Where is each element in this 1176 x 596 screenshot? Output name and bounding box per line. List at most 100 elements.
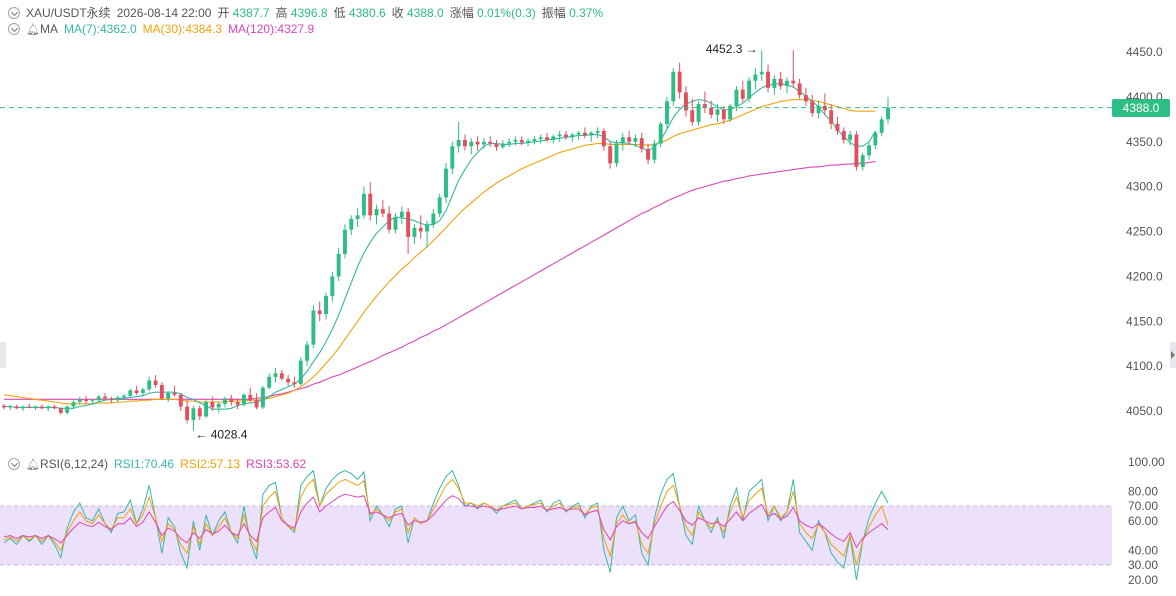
close-value: 4388.0 — [406, 6, 444, 20]
candle — [848, 130, 853, 146]
expand-left-handle[interactable] — [0, 342, 6, 368]
ma120-line — [4, 160, 876, 400]
candle — [488, 136, 493, 148]
candle-body — [273, 373, 278, 377]
rsi-legend: 🔔︎RSI(6,12,24) RSI1:70.46 RSI2:57.13 RSI… — [8, 457, 306, 471]
candle — [791, 50, 796, 88]
candle — [507, 138, 512, 148]
y-axis-labels: 4450.04400.04350.04300.04250.04200.04150… — [1126, 45, 1165, 587]
candle-body — [608, 146, 613, 164]
candle-body — [652, 143, 657, 160]
price-tick-label: 4250.0 — [1126, 225, 1163, 239]
candle-body — [462, 139, 467, 147]
candle — [797, 78, 802, 99]
candle — [191, 405, 196, 431]
candle — [172, 385, 177, 397]
chevron-icon[interactable] — [8, 458, 20, 470]
rsi-tick-label: 100.00 — [1128, 455, 1165, 469]
candle — [475, 136, 480, 151]
candle — [564, 130, 568, 140]
candle-body — [576, 132, 581, 135]
candle-body — [128, 390, 133, 396]
candle-body — [216, 403, 221, 408]
high-annotation: 4452.3 → — [706, 42, 758, 56]
expand-right-handle[interactable] — [1170, 342, 1176, 368]
rsi-overbought-oversold-band — [0, 506, 1112, 565]
candle-body — [538, 137, 543, 140]
candle-body — [469, 141, 474, 147]
rsi-label[interactable]: RSI(6,12,24) — [39, 457, 109, 471]
symbol-label[interactable]: XAU/USDT永续 — [26, 6, 111, 20]
rsi3-legend: RSI3:53.62 — [246, 457, 307, 471]
candle-body — [785, 80, 789, 87]
candle-body — [835, 123, 840, 131]
ma-label[interactable]: MA — [39, 22, 58, 36]
bell-icon[interactable]: 🔔︎ — [26, 24, 40, 36]
candle-body — [77, 399, 82, 403]
candle-body — [254, 400, 259, 408]
candle-body — [526, 140, 531, 143]
candle — [286, 375, 291, 386]
candle-body — [709, 107, 714, 115]
datetime-label: 2026-08-14 22:00 — [116, 5, 212, 20]
candle-body — [311, 310, 316, 345]
candle-body — [58, 408, 63, 413]
candle — [841, 127, 846, 144]
candle-body — [437, 197, 442, 214]
candle-body — [317, 310, 322, 315]
bell-icon[interactable]: 🔔︎ — [26, 459, 40, 471]
candle — [406, 208, 411, 254]
candle-body — [690, 110, 695, 123]
candle-body — [349, 218, 354, 230]
candle-body — [431, 213, 436, 225]
candle-body — [513, 139, 518, 142]
candle — [27, 403, 32, 409]
candle — [140, 387, 145, 397]
candle-body — [279, 373, 284, 379]
candle-body — [747, 80, 752, 99]
candle — [235, 398, 240, 410]
candle — [425, 220, 430, 248]
candle-body — [172, 393, 177, 395]
candle-body — [601, 130, 606, 147]
rsi-tick-label: 70.00 — [1128, 499, 1158, 513]
price-tick-label: 4100.0 — [1126, 359, 1163, 373]
candle-body — [582, 132, 587, 136]
candle — [709, 100, 714, 119]
candle-body — [614, 143, 619, 164]
chevron-icon[interactable] — [8, 6, 20, 19]
candle — [778, 71, 783, 90]
candle — [652, 139, 657, 164]
candle — [298, 357, 303, 386]
candle-body — [822, 105, 827, 111]
candle — [683, 86, 688, 117]
candle-body — [361, 193, 366, 216]
candle — [46, 405, 51, 411]
candle — [803, 87, 808, 106]
candle-body — [71, 402, 76, 407]
candle-body — [204, 402, 209, 417]
candle — [867, 141, 872, 160]
candle — [620, 132, 625, 151]
candle-body — [197, 408, 202, 417]
candle-body — [343, 229, 347, 254]
candle-body — [185, 406, 190, 420]
candle — [166, 391, 171, 403]
candle — [860, 152, 865, 171]
candle — [153, 375, 158, 388]
candle — [2, 403, 6, 410]
candle — [355, 208, 360, 228]
candle-body — [39, 406, 44, 409]
candle — [317, 301, 322, 322]
candle — [361, 186, 366, 219]
candle — [58, 407, 63, 415]
candle — [122, 393, 126, 401]
candle — [324, 292, 328, 320]
chevron-icon[interactable] — [8, 23, 20, 35]
candle — [223, 396, 227, 408]
candle-body — [759, 71, 764, 75]
candle-body — [115, 397, 120, 401]
candle — [557, 130, 562, 142]
candle — [14, 404, 19, 410]
rsi-tick-label: 60.00 — [1128, 514, 1158, 528]
